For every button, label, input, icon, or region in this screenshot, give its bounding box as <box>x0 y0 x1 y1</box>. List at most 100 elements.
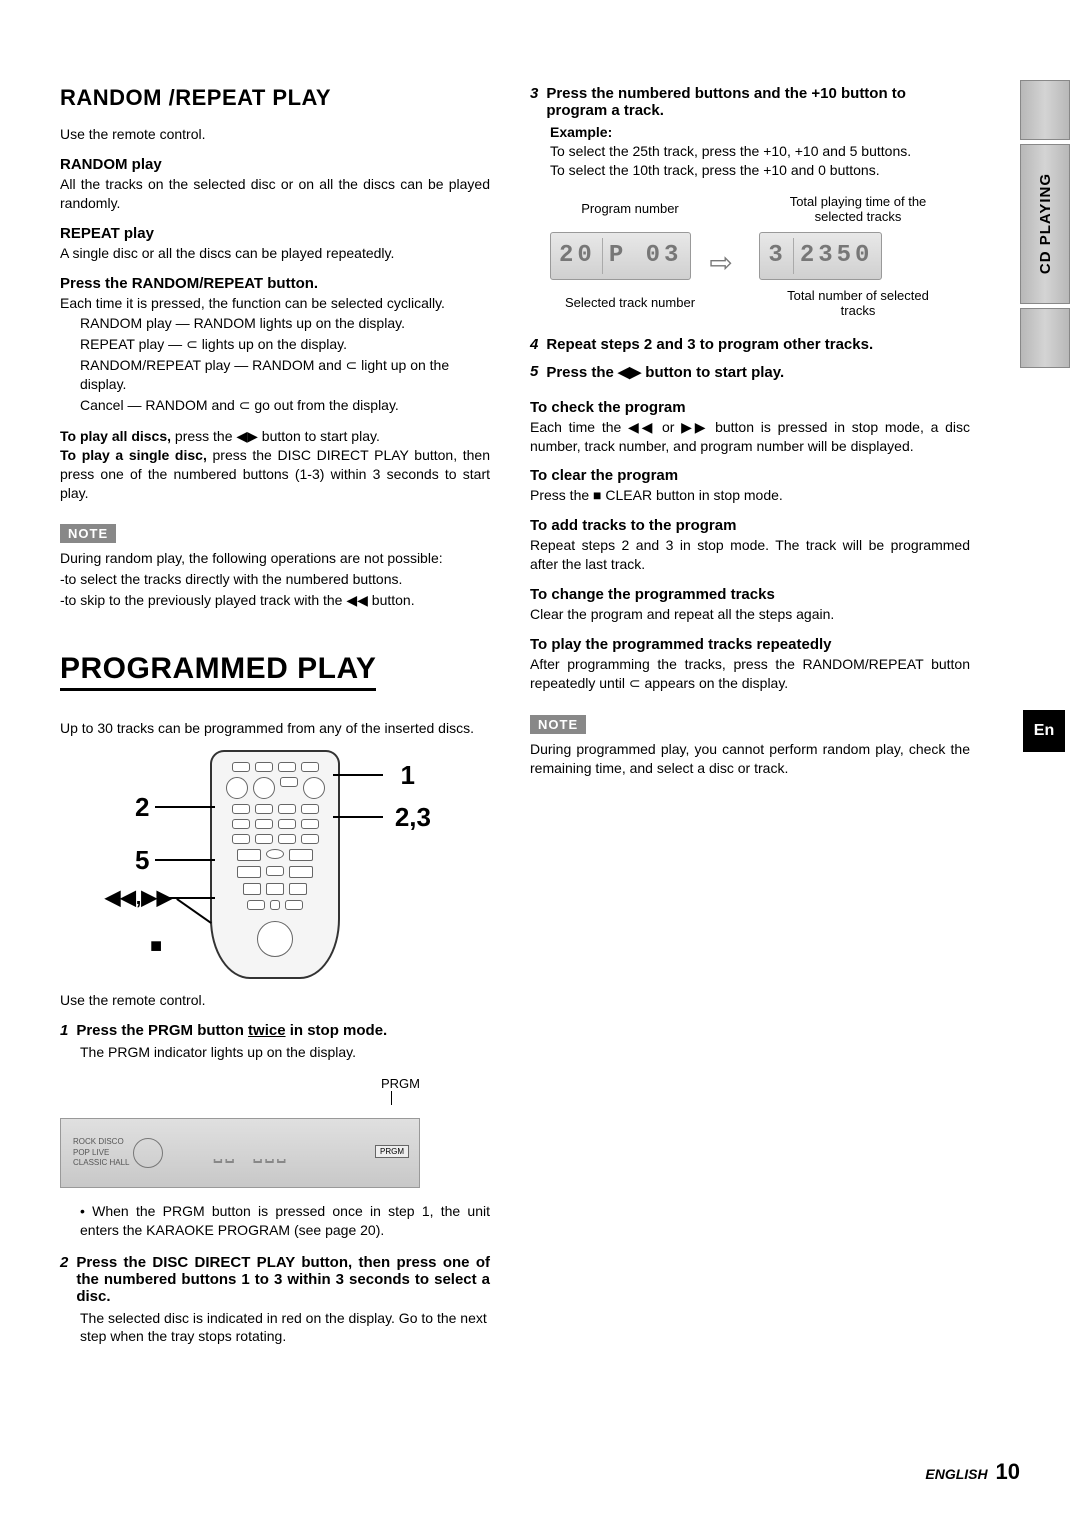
seg-right-a: 3 <box>768 242 786 269</box>
random-play-heading: RANDOM play <box>60 156 490 173</box>
note1-li2: -to skip to the previously played track … <box>60 591 490 610</box>
press-li2: REPEAT play — ⊂ lights up on the display… <box>80 335 490 354</box>
step1-body: The PRGM indicator lights up on the disp… <box>80 1043 490 1062</box>
callout-2: 2 <box>135 792 149 823</box>
play-single-label: To play a single disc, <box>60 447 207 463</box>
step5-num: 5 <box>530 363 538 381</box>
display-wheel-icon <box>133 1138 163 1168</box>
display-panels-row: 20 P 03 3 2350 <box>550 232 970 280</box>
footer-page: 10 <box>996 1459 1020 1484</box>
step1-text-b: in stop mode. <box>286 1022 388 1039</box>
programmed-play-title: PROGRAMMED PLAY <box>60 652 376 691</box>
press-random-repeat-heading: Press the RANDOM/REPEAT button. <box>60 275 490 292</box>
play-all-discs: To play all discs, press the ◀▶ button t… <box>60 427 490 503</box>
intro-text: Use the remote control. <box>60 125 490 144</box>
change-tracks-text: Clear the program and repeat all the ste… <box>530 605 970 624</box>
side-tab-3 <box>1020 308 1070 368</box>
seg-right-b: 2350 <box>800 242 874 269</box>
step-3: 3 Press the numbered buttons and the +10… <box>530 85 970 119</box>
press-intro: Each time it is pressed, the function ca… <box>60 294 490 313</box>
clear-program-heading: To clear the program <box>530 467 970 484</box>
callout-line-2 <box>155 806 215 808</box>
callout-stop: ■ <box>150 935 162 958</box>
display-labels-top: Program number Total playing time of the… <box>550 194 970 224</box>
play-all-text: press the ◀▶ button to start play. <box>171 428 380 444</box>
press-li1: RANDOM play — RANDOM lights up on the di… <box>80 314 490 333</box>
remote-diagram: 1 2 2,3 5 ◀◀,▶▶ ■ <box>105 750 445 979</box>
total-time-label: Total playing time of the selected track… <box>778 194 938 224</box>
wide-display-seg: ⎵⎵ ⎵⎵⎵ <box>213 1140 288 1165</box>
step4-text: Repeat steps 2 and 3 to program other tr… <box>546 336 970 353</box>
step-5: 5 Press the ◀▶ button to start play. <box>530 363 970 381</box>
step5-text: Press the ◀▶ button to start play. <box>546 363 970 381</box>
replay-text: After programming the tracks, press the … <box>530 655 970 693</box>
random-repeat-title: RANDOM /REPEAT PLAY <box>60 85 490 111</box>
step4-num: 4 <box>530 336 538 353</box>
callout-line-23 <box>333 816 383 818</box>
eq-labels: ROCK DISCO POP LIVE CLASSIC HALL <box>73 1137 129 1168</box>
tab-label: CD PLAYING <box>1037 173 1054 274</box>
random-play-text: All the tracks on the selected disc or o… <box>60 175 490 213</box>
prgm-top-label: PRGM <box>60 1076 420 1091</box>
use-remote-text: Use the remote control. <box>60 991 490 1010</box>
callout-23: 2,3 <box>395 802 431 833</box>
step3-text: Press the numbered buttons and the +10 b… <box>546 85 970 119</box>
step2-num: 2 <box>60 1254 68 1305</box>
total-tracks-label: Total number of selected tracks <box>778 288 938 318</box>
check-program-text: Each time the ◀◀ or ▶▶ button is pressed… <box>530 418 970 456</box>
callout-line-1 <box>333 774 383 776</box>
eq3: CLASSIC HALL <box>73 1158 129 1168</box>
eq2: POP LIVE <box>73 1148 129 1158</box>
step-2: 2 Press the DISC DIRECT PLAY button, the… <box>60 1254 490 1305</box>
press-li4: Cancel — RANDOM and ⊂ go out from the di… <box>80 396 490 415</box>
callout-line-stop <box>176 898 212 924</box>
example-heading: Example: <box>550 124 612 140</box>
seg-left-b: P 03 <box>609 242 683 269</box>
step-4: 4 Repeat steps 2 and 3 to program other … <box>530 336 970 353</box>
right-column: 3 Press the numbered buttons and the +10… <box>530 85 970 1360</box>
play-all-label: To play all discs, <box>60 428 171 444</box>
step-1: 1 Press the PRGM button twice in stop mo… <box>60 1022 490 1039</box>
remote-body <box>210 750 340 979</box>
replay-heading: To play the programmed tracks repeatedly <box>530 636 970 653</box>
callout-5: 5 <box>135 845 149 876</box>
step3-example: Example: To select the 25th track, press… <box>550 123 970 180</box>
repeat-play-text: A single disc or all the discs can be pl… <box>60 244 490 263</box>
check-program-heading: To check the program <box>530 399 970 416</box>
note-box-1: NOTE <box>60 524 116 543</box>
prog-num-label: Program number <box>550 201 710 216</box>
callout-line-ffrw <box>161 897 215 899</box>
step1-text-a: Press the PRGM button <box>76 1022 248 1039</box>
prog-intro: Up to 30 tracks can be programmed from a… <box>60 719 490 738</box>
side-tab-1 <box>1020 80 1070 140</box>
eq1: ROCK DISCO <box>73 1137 129 1147</box>
language-badge: En <box>1023 710 1065 752</box>
side-tabs: CD PLAYING <box>1020 80 1070 368</box>
step2-text: Press the DISC DIRECT PLAY button, then … <box>76 1254 490 1305</box>
note-box-2: NOTE <box>530 715 586 734</box>
example-line-2: To select the 10th track, press the +10 … <box>550 162 880 178</box>
display-labels-bottom: Selected track number Total number of se… <box>550 288 970 318</box>
prgm-indicator: PRGM <box>375 1145 409 1158</box>
note2-text: During programmed play, you cannot perfo… <box>530 740 970 778</box>
step3-num: 3 <box>530 85 538 119</box>
seg-left-a: 20 <box>559 242 596 269</box>
note1-intro: During random play, the following operat… <box>60 549 490 568</box>
display-panel-right: 3 2350 <box>759 232 882 280</box>
left-column: RANDOM /REPEAT PLAY Use the remote contr… <box>60 85 490 1360</box>
callout-line-5 <box>155 859 215 861</box>
add-tracks-heading: To add tracks to the program <box>530 517 970 534</box>
prgm-pointer-line <box>60 1091 420 1110</box>
side-tab-cd-playing: CD PLAYING <box>1020 144 1070 304</box>
clear-program-text: Press the ■ CLEAR button in stop mode. <box>530 486 970 505</box>
arrow-right-icon <box>709 246 741 266</box>
selected-track-label: Selected track number <box>550 295 710 310</box>
note1-li1: -to select the tracks directly with the … <box>60 570 490 589</box>
step1-text-u: twice <box>248 1022 286 1039</box>
step2-body: The selected disc is indicated in red on… <box>80 1309 490 1347</box>
example-line-1: To select the 25th track, press the +10,… <box>550 143 911 159</box>
step1-num: 1 <box>60 1022 68 1039</box>
repeat-play-heading: REPEAT play <box>60 225 490 242</box>
footer-lang: ENGLISH <box>925 1466 987 1482</box>
callout-1: 1 <box>401 760 415 791</box>
